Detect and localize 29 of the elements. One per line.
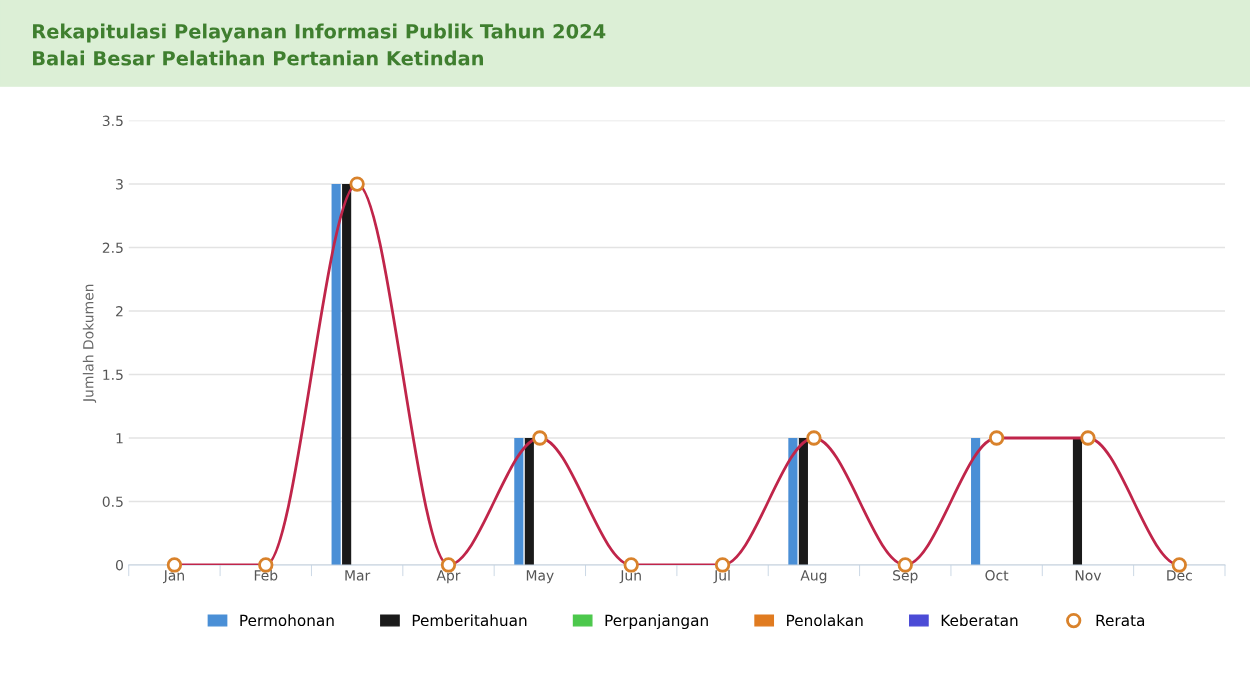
- x-tick-label: Oct: [985, 570, 1009, 581]
- y-tick-label: 0: [115, 559, 123, 571]
- legend-label: Pemberitahuan: [412, 614, 527, 627]
- x-tick-label: Dec: [1167, 570, 1192, 581]
- x-tick-label: Jun: [619, 570, 641, 584]
- x-tick-label: Jul: [713, 569, 730, 584]
- y-tick-label: 3.5: [102, 115, 123, 127]
- x-tick-label: Apr: [436, 570, 461, 584]
- legend-label: Permohonan: [240, 614, 334, 627]
- legend-label: Penolakan: [787, 614, 863, 627]
- legend-label: Perpanjangan: [605, 614, 708, 630]
- x-tick-label: Feb: [254, 569, 278, 581]
- x-tick-label: Sep: [893, 570, 918, 584]
- chart-title: Rekapitulasi Pelayanan Informasi Publik Tahun 2024: [33, 23, 606, 43]
- x-tick-label: Nov: [1075, 570, 1102, 581]
- x-tick-label: Jan: [163, 570, 184, 584]
- x-tick-label: May: [526, 570, 554, 584]
- y-tick-label: 1.5: [103, 369, 123, 380]
- y-tick-label: 2: [116, 306, 123, 317]
- x-tick-label: Mar: [345, 570, 371, 581]
- chart-subtitle: Balai Besar Pelatihan Pertanian Ketindan: [33, 50, 483, 66]
- legend-label: Rerata: [1096, 614, 1145, 627]
- y-axis-title: Jumlah Dokumen: [82, 284, 97, 403]
- y-tick-label: 2.5: [102, 242, 123, 254]
- y-tick-label: 1: [116, 433, 123, 444]
- x-tick-label: Aug: [800, 570, 827, 584]
- legend-label: Keberatan: [941, 614, 1018, 627]
- y-tick-label: 0.5: [102, 496, 123, 507]
- y-tick-label: 3: [116, 179, 123, 190]
